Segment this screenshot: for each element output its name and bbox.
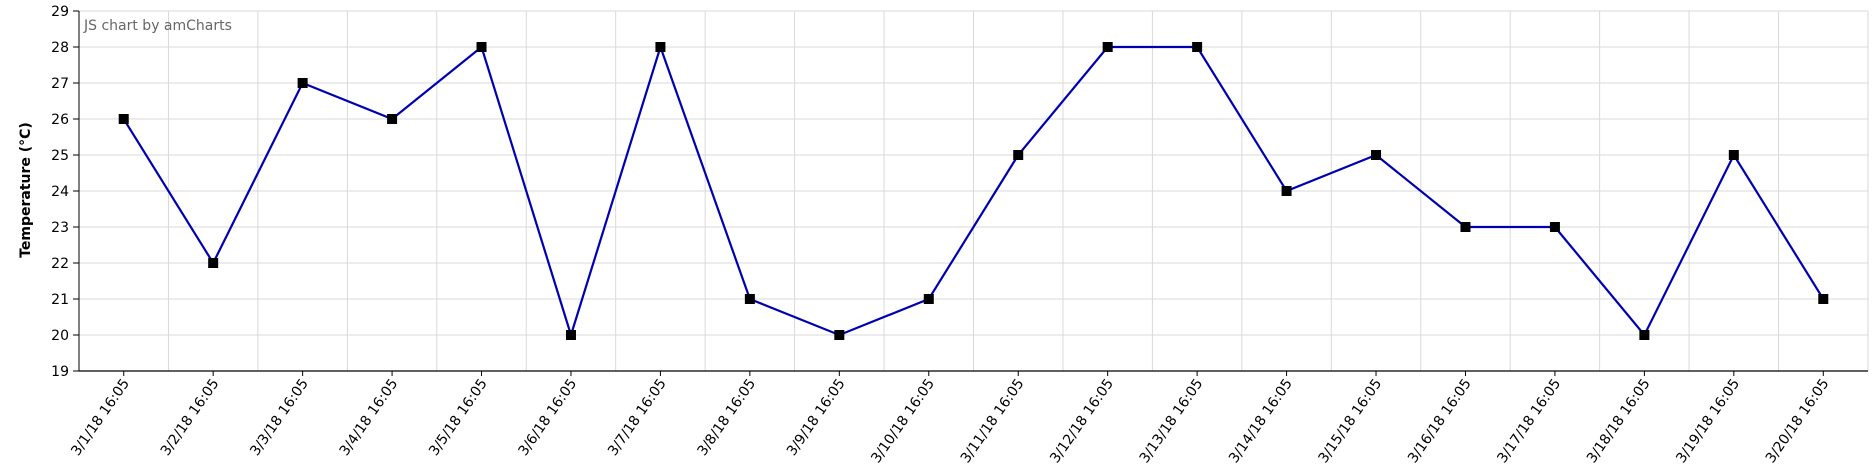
data-point-0-16 (1549, 222, 1560, 232)
x-tick-label-16: 3/17/18 16:05 (1494, 376, 1564, 466)
x-tick-label-2: 3/3/18 16:05 (247, 376, 312, 459)
data-point-0-1 (208, 258, 219, 268)
y-tick-label-27: 27 (51, 76, 69, 92)
x-tick-label-19: 3/20/18 16:05 (1763, 376, 1833, 466)
y-tick-label-28: 28 (51, 40, 69, 56)
x-tick-label-10: 3/11/18 16:05 (958, 376, 1028, 466)
data-point-0-4 (476, 42, 487, 52)
data-point-0-9 (923, 294, 934, 304)
x-tick-label-6: 3/7/18 16:05 (605, 376, 670, 459)
chart-credit[interactable]: JS chart by amCharts (83, 18, 232, 34)
x-tick-label-13: 3/14/18 16:05 (1226, 376, 1296, 466)
y-tick-label-22: 22 (51, 256, 69, 272)
data-point-0-7 (744, 294, 755, 304)
y-tick-label-26: 26 (51, 112, 69, 128)
x-tick-label-3: 3/4/18 16:05 (337, 376, 402, 459)
data-point-0-13 (1281, 186, 1292, 196)
y-tick-label-20: 20 (51, 328, 69, 344)
data-point-0-5 (565, 330, 576, 340)
x-tick-label-14: 3/15/18 16:05 (1316, 376, 1386, 466)
x-tick-label-15: 3/16/18 16:05 (1405, 376, 1475, 466)
data-point-0-8 (834, 330, 845, 340)
label-layer: 19 20 21 22 23 24 25 26 27 28 29 3/1/18 16:05 3/2/18… (51, 4, 1832, 466)
data-point-0-6 (655, 42, 666, 52)
data-point-0-10 (1013, 150, 1024, 160)
data-point-0-18 (1728, 150, 1739, 160)
data-point-0-11 (1102, 42, 1113, 52)
y-tick-label-25: 25 (51, 148, 69, 164)
x-tick-label-7: 3/8/18 16:05 (695, 376, 760, 459)
data-point-0-12 (1192, 42, 1203, 52)
data-point-0-15 (1460, 222, 1471, 232)
y-tick-label-24: 24 (51, 184, 69, 200)
series-line-0 (122, 43, 1825, 339)
y-tick-label-19: 19 (51, 364, 69, 380)
y-tick-label-23: 23 (51, 220, 69, 236)
x-tick-label-8: 3/9/18 16:05 (784, 376, 849, 459)
data-point-0-2 (297, 78, 308, 88)
data-point-0-0 (118, 114, 129, 124)
x-tick-label-1: 3/2/18 16:05 (158, 376, 223, 459)
y-tick-label-29: 29 (51, 4, 69, 20)
x-tick-label-0: 3/1/18 16:05 (68, 376, 133, 459)
grid-layer (78, 10, 1869, 371)
x-tick-label-4: 3/5/18 16:05 (426, 376, 491, 459)
x-tick-label-9: 3/10/18 16:05 (868, 376, 938, 466)
x-tick-label-11: 3/12/18 16:05 (1047, 376, 1117, 466)
y-tick-label-21: 21 (51, 292, 69, 308)
x-tick-label-5: 3/6/18 16:05 (516, 376, 581, 459)
axis-layer (73, 10, 1868, 376)
data-point-0-3 (387, 114, 398, 124)
data-point-0-17 (1639, 330, 1650, 340)
x-tick-label-18: 3/19/18 16:05 (1673, 376, 1743, 466)
x-tick-label-17: 3/18/18 16:05 (1584, 376, 1654, 466)
data-point-0-14 (1371, 150, 1382, 160)
series-layer (118, 42, 1829, 340)
data-point-0-19 (1818, 294, 1829, 304)
y-axis-title: Temperature (°C) (18, 122, 34, 258)
x-tick-label-12: 3/13/18 16:05 (1137, 376, 1207, 466)
